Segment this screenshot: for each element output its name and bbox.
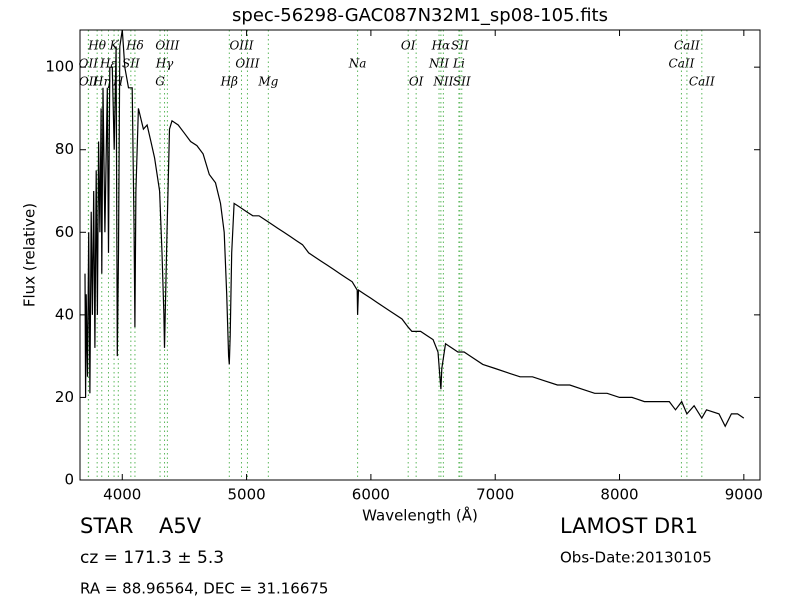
spectral-line-label: OIII [229, 39, 253, 53]
x-tick-label: 7000 [476, 486, 514, 504]
class-label: STAR [80, 514, 133, 538]
spectral-line-label: OII [79, 75, 99, 89]
spectral-line-label: G [155, 75, 165, 89]
spectral-line-label: OIII [155, 39, 179, 53]
spectral-line-label: OIII [235, 57, 259, 71]
spectral-line-label: NII [428, 57, 449, 71]
spectral-line-label: SII [451, 39, 469, 53]
spectral-line-label: K [109, 39, 120, 53]
obs-date-label: Obs-Date:20130105 [560, 549, 712, 567]
redshift-label: cz = 171.3 ± 5.3 [80, 548, 224, 568]
spectral-line-label: NII [432, 75, 453, 89]
x-tick-label: 6000 [352, 486, 390, 504]
spectral-line-label: Hε [99, 57, 117, 71]
position-label: RA = 88.96564, DEC = 31.16675 [80, 580, 328, 598]
spectrum-line [84, 29, 745, 428]
survey-label: LAMOST DR1 [560, 514, 698, 538]
spectral-line-label: Hδ [125, 39, 144, 53]
subclass-label: A5V [159, 514, 202, 538]
chart-title: spec-56298-GAC087N32M1_sp08-105.fits [232, 5, 608, 26]
plot-frame [79, 29, 761, 481]
spectral-line-label: SII [122, 57, 140, 71]
x-tick-label: 4000 [103, 486, 141, 504]
spectral-line-label: OI [409, 75, 424, 89]
spectral-line-label: Li [452, 57, 465, 71]
spectral-line-label: Mg [257, 75, 278, 89]
spectral-line-label: Hβ [220, 75, 238, 89]
x-axis-label: Wavelength (Å) [362, 506, 478, 525]
y-tick-label: 40 [55, 305, 74, 323]
y-tick-label: 60 [55, 223, 74, 241]
spectral-line-label: Hθ [87, 39, 106, 53]
x-tick-label: 9000 [725, 486, 763, 504]
spectral-line-label: CaII [689, 75, 715, 89]
spectral-line-label: Hα [431, 39, 451, 53]
y-tick-label: 0 [64, 471, 74, 489]
spectral-line-label: OII [79, 57, 99, 71]
y-tick-label: 80 [55, 140, 74, 158]
spectral-line-label: SII [453, 75, 471, 89]
x-tick-label: 8000 [600, 486, 638, 504]
spectral-line-label: Hη [92, 75, 111, 89]
y-tick-label: 100 [45, 58, 74, 76]
y-axis-label: Flux (relative) [21, 203, 39, 307]
y-tick-label: 20 [55, 388, 74, 406]
spectral-line-label: Hγ [155, 57, 174, 71]
spectral-line-label: Na [348, 57, 367, 71]
spectral-line-label: CaII [674, 39, 700, 53]
x-tick-label: 5000 [227, 486, 265, 504]
spectral-line-label: CaII [669, 57, 695, 71]
spectral-line-label: OI [401, 39, 416, 53]
spectral-line-label: H [112, 75, 124, 89]
